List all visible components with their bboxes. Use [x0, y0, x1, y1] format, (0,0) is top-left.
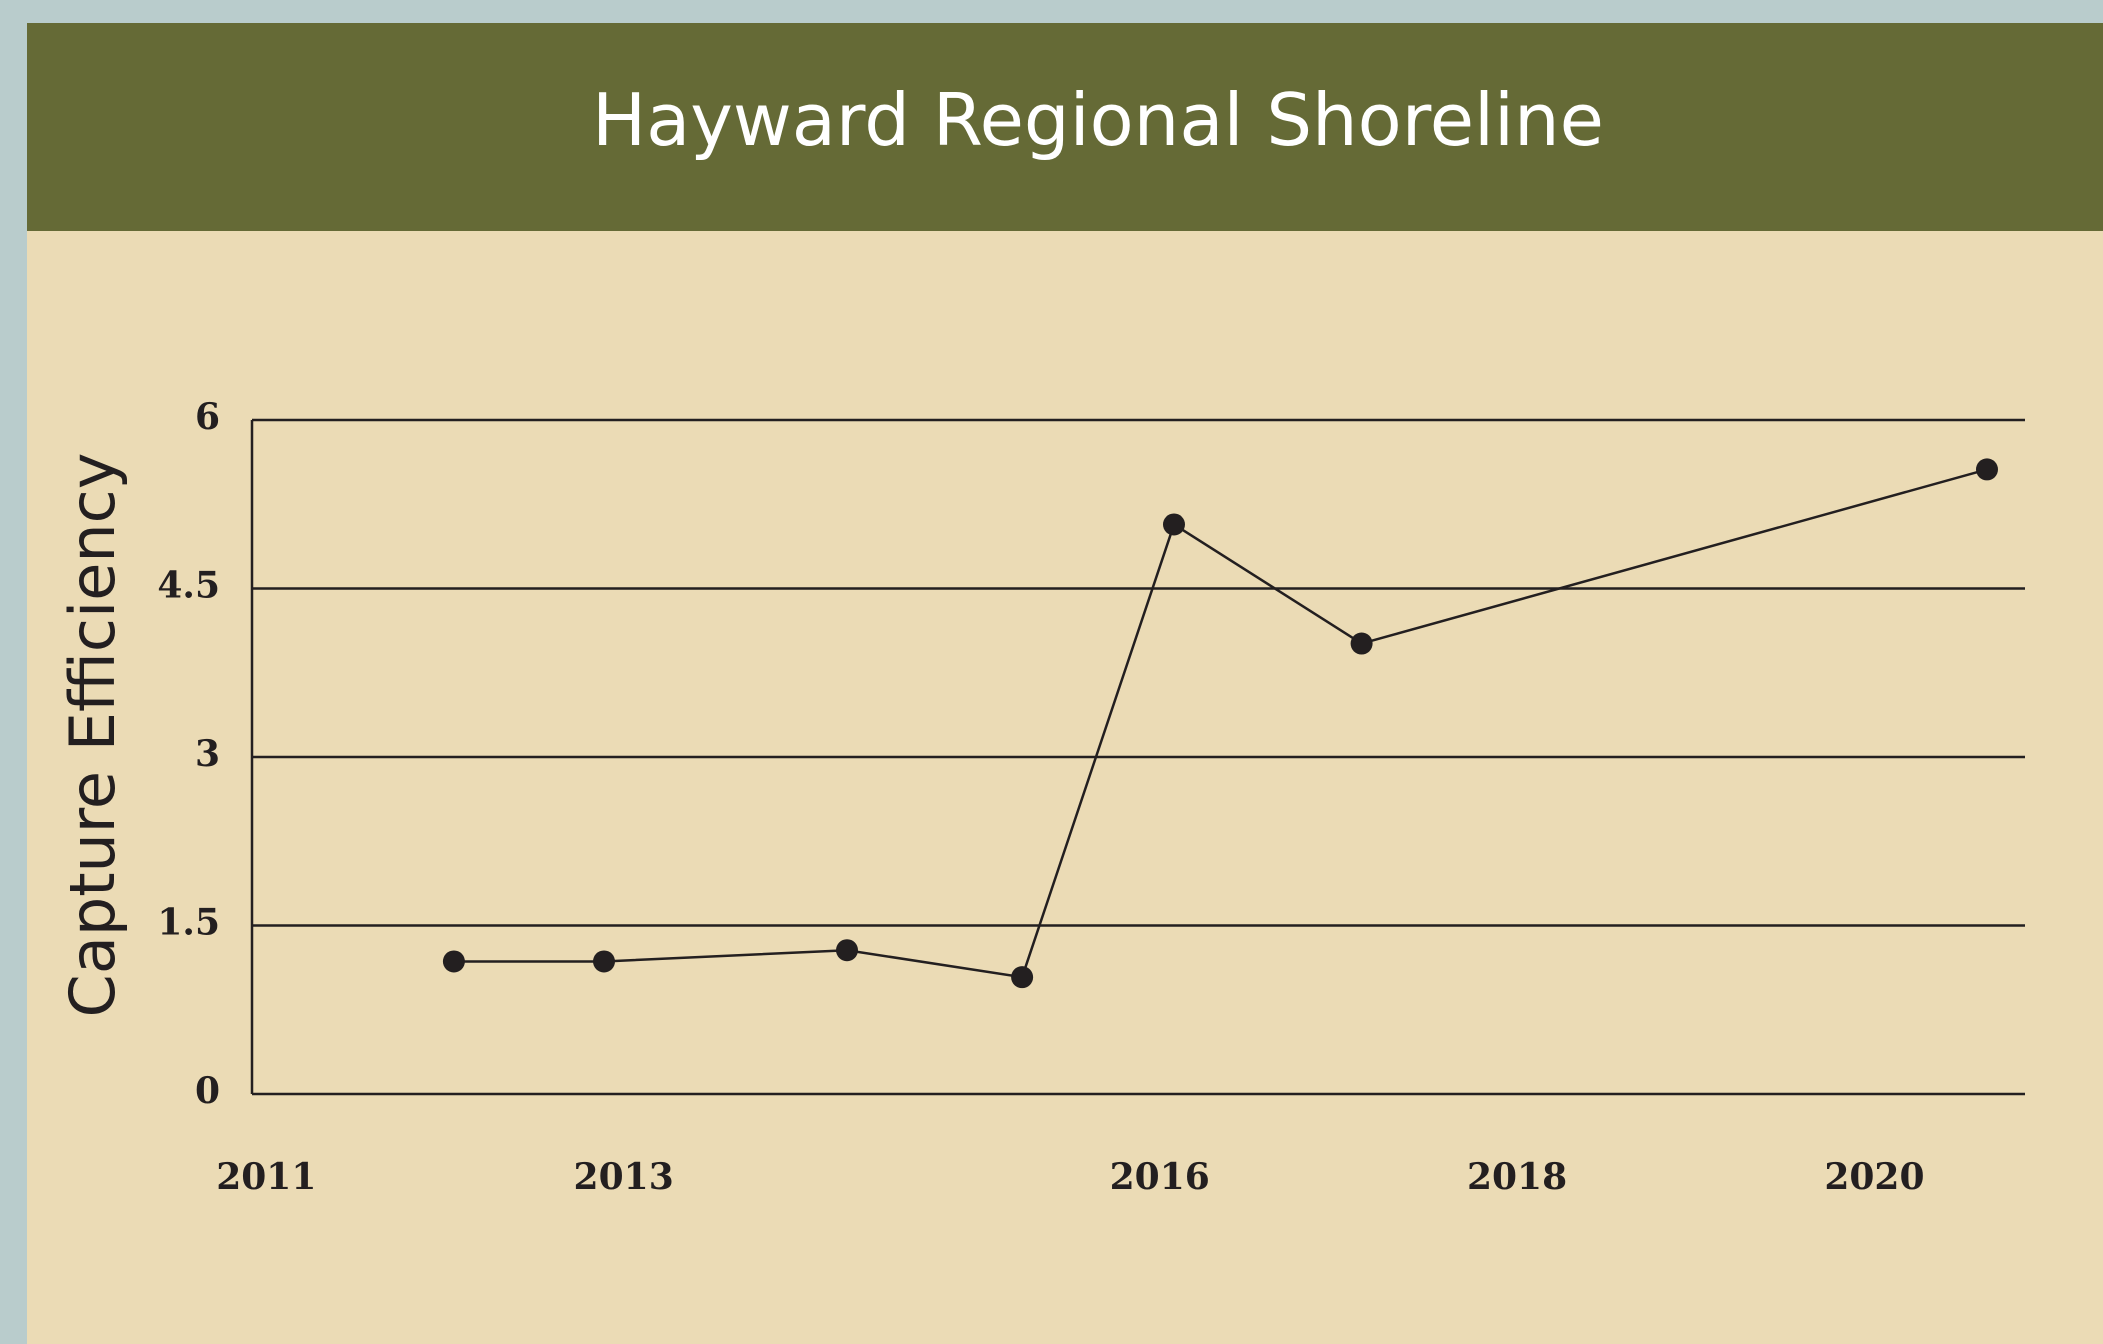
marker — [442, 950, 465, 973]
marker — [1011, 966, 1034, 989]
marker — [836, 939, 859, 962]
panel — [27, 23, 2103, 1344]
x-tick-label: 2016 — [1110, 1156, 1210, 1198]
y-tick-label: 0 — [195, 1070, 220, 1112]
x-tick-label: 2013 — [574, 1156, 674, 1198]
x-tick-label: 2018 — [1467, 1156, 1567, 1198]
marker — [1975, 458, 1998, 481]
marker — [593, 950, 615, 973]
x-tick-label: 2011 — [216, 1156, 316, 1198]
x-tick-label: 2020 — [1824, 1156, 1924, 1198]
y-tick-label: 1.5 — [157, 902, 220, 944]
chart-title: Hayward Regional Shoreline — [592, 78, 1604, 162]
y-tick-label: 6 — [195, 396, 220, 438]
y-axis-label: Capture Efficiency — [56, 453, 129, 1018]
marker — [1350, 632, 1373, 655]
y-tick-label: 4.5 — [157, 565, 220, 607]
header — [27, 23, 2103, 231]
y-tick-label: 3 — [195, 733, 220, 775]
marker — [1162, 513, 1185, 536]
